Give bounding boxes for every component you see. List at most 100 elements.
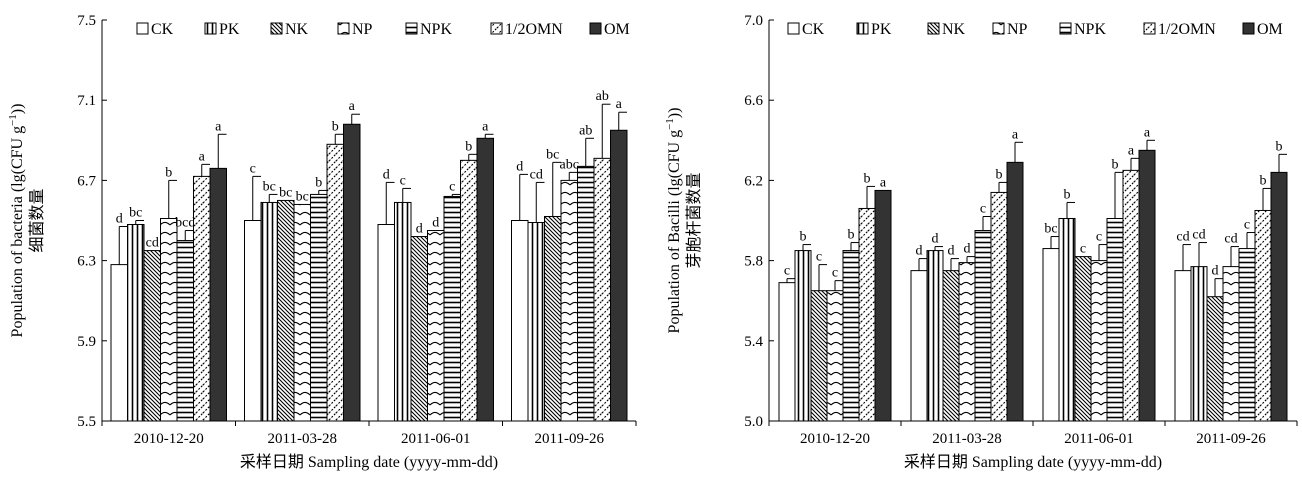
significance-letter: a [199,149,206,164]
y-tick-label: 5.0 [744,414,763,430]
bar-nk [942,270,960,422]
significance-letter: bc [1044,222,1057,237]
significance-letter: bc [296,189,309,204]
significance-letter: abc [560,157,579,172]
bar-np [826,290,844,422]
significance-letter: c [449,179,455,194]
significance-letter: bcd [175,216,195,231]
x-tick-label: 2011-06-01 [1064,431,1133,447]
x-axis-title: 采样日期 Sampling date (yyyy-mm-dd) [240,453,498,471]
y-axis-title-sup: −1 [7,114,19,126]
significance-letter: cd [530,167,543,182]
legend-label: NPK [420,21,452,38]
y-tick-label: 7.5 [77,13,96,29]
significance-letter: bc [263,179,276,194]
bar-npk [842,250,860,422]
legend-label: 1/2OMN [1158,21,1216,38]
significance-letter: cd [1224,232,1237,247]
y-tick-label: 7.0 [744,13,763,29]
y-axis-title-prefix: Population of Bacilli (lg(CFU g [666,130,683,334]
bar-pk [127,224,145,422]
bar-ck [1042,248,1060,422]
significance-letter: c [250,161,256,176]
legend-swatch [992,22,1005,35]
significance-letter: b [1260,173,1267,188]
legend-label: OM [604,21,630,38]
y-tick-label: 6.3 [77,254,96,270]
y-tick-label: 5.4 [744,334,763,350]
bar-npk [1106,217,1124,422]
significance-letter: cd [146,236,159,251]
legend-label: 1/2OMN [505,21,563,38]
significance-letter: b [864,171,871,186]
bar-pk [1058,217,1076,422]
bar-om [476,137,494,422]
significance-letter: b [315,175,322,190]
x-tick-label: 2011-09-26 [535,431,605,447]
significance-letter: b [1276,139,1283,154]
bar-nk [544,215,562,422]
significance-letter: a [349,99,356,114]
bar-om [874,189,892,422]
x-tick-label: 2011-09-26 [1196,431,1266,447]
significance-letter: a [616,97,623,112]
significance-letter: b [800,230,807,245]
legend-swatch [405,22,418,35]
bar-npk [974,230,992,422]
bar-npk [176,240,194,422]
legend-label: NK [285,21,309,38]
legend-label: NP [352,21,373,38]
y-axis-title-cn: 芽胞杆菌数量 [685,172,703,268]
bar-nk [410,236,428,422]
x-tick-label: 2011-06-01 [401,431,470,447]
legend-label: NPK [1074,21,1106,38]
significance-letter: ab [579,123,592,138]
significance-letter: ab [596,89,609,104]
bar-nk [143,250,161,422]
y-axis-title-cn: 细菌数量 [28,188,46,252]
y-tick-label: 5.8 [744,254,763,270]
y-tick-label: 5.9 [77,334,96,350]
y-tick-label: 6.6 [744,93,763,109]
x-tick-label: 2010-12-20 [134,431,204,447]
bar-ck [1174,270,1192,422]
y-axis-title-sup: −1 [664,118,676,130]
y-axis-title: Population of Bacilli (lg(CFU g−1)) [664,108,683,334]
significance-letter: d [116,212,123,227]
bar-1-2omn [858,207,876,422]
legend-label: CK [151,21,174,38]
significance-letter: b [996,167,1003,182]
significance-letter: d [932,232,939,247]
bar-ck [377,224,395,422]
bar-1-2omn [193,175,211,422]
bar-ck [110,264,128,422]
significance-letter: d [516,159,523,174]
significance-letter: a [880,175,887,190]
bar-pk [926,250,944,422]
legend-swatch [787,22,800,35]
significance-letter: bc [279,185,292,200]
legend-swatch [490,22,503,35]
significance-letter: cd [1192,228,1205,243]
bar-pk [394,201,412,422]
y-tick-label: 7.1 [77,93,96,109]
bar-ck [910,270,928,422]
significance-letter: d [432,216,439,231]
bar-ck [244,220,262,422]
significance-letter: b [1064,187,1071,202]
legend-swatch [856,22,869,35]
significance-letter: c [1096,230,1102,245]
significance-letter: d [964,242,971,257]
significance-letter: c [1080,242,1086,257]
bar-pk [1190,266,1208,422]
y-tick-label: 6.7 [77,173,96,189]
significance-letter: c [400,173,406,188]
bar-npk [1238,248,1256,422]
bar-np [560,179,578,422]
significance-letter: a [482,119,489,134]
significance-letter: b [165,165,172,180]
legend-swatch [270,22,283,35]
bar-ck [511,220,529,422]
legend-swatch [204,22,217,35]
